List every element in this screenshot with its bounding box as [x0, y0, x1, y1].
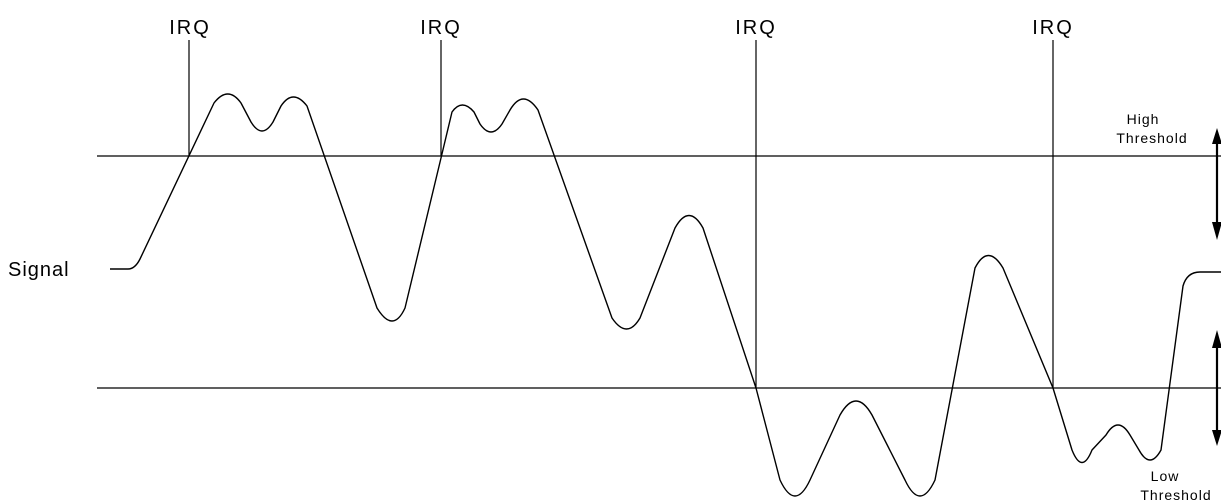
- high-threshold-adjust-arrow: [1212, 128, 1221, 240]
- irq-label-2: IRQ: [420, 17, 462, 39]
- irq-label-1: IRQ: [169, 17, 211, 39]
- high-threshold-label-line2: Threshold: [1116, 130, 1187, 146]
- irq-label-3: IRQ: [735, 17, 777, 39]
- irq-label-4: IRQ: [1032, 17, 1074, 39]
- low-threshold-adjust-arrow: [1212, 330, 1221, 446]
- low-threshold-label-line2: Threshold: [1140, 487, 1211, 503]
- signal-label: Signal: [8, 259, 70, 281]
- low-threshold-label-line1: Low: [1151, 468, 1180, 484]
- high-threshold-label-line1: High: [1127, 111, 1160, 127]
- signal-waveform: [110, 93, 1221, 497]
